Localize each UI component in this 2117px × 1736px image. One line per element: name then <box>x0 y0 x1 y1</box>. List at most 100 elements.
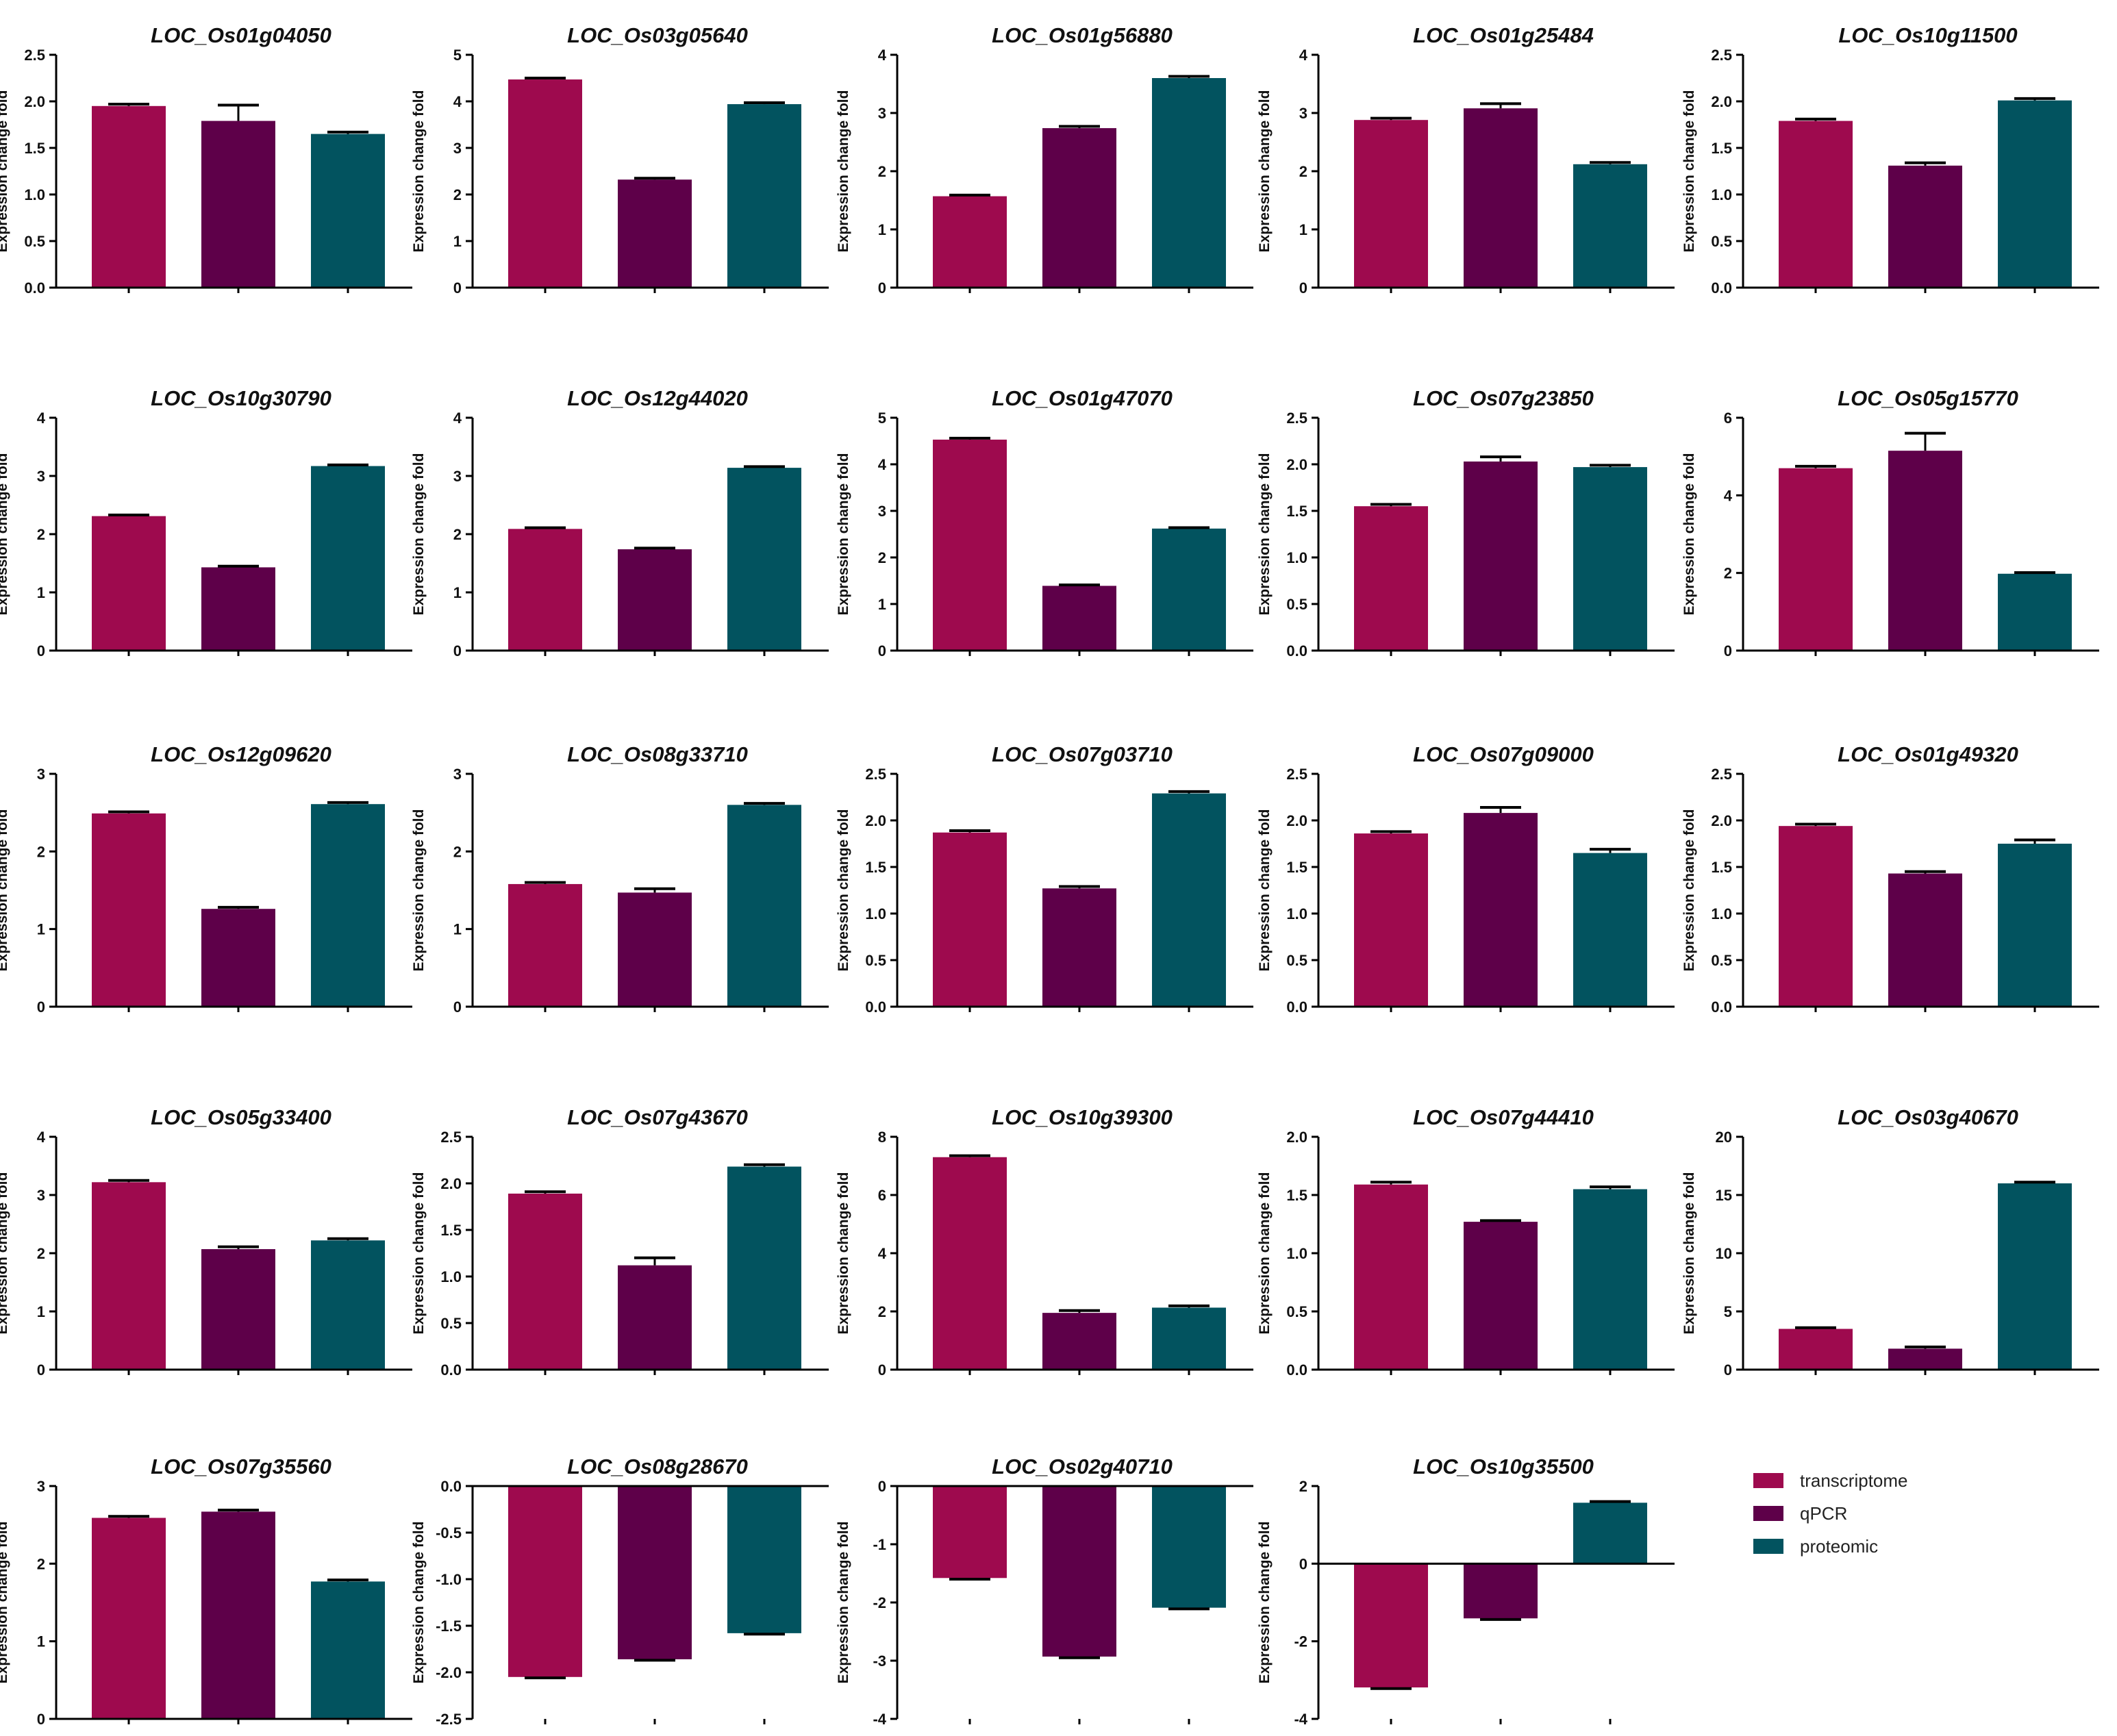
y-tick-label: 0 <box>1724 642 1732 659</box>
bar-proteomic <box>1152 1307 1226 1370</box>
y-axis-label: Expression change fold <box>1681 809 1697 972</box>
bar-qpcr <box>1888 873 1962 1007</box>
y-tick-label: 3 <box>453 468 462 485</box>
y-axis-label: Expression change fold <box>0 1522 10 1684</box>
y-axis-label: Expression change fold <box>1257 453 1273 616</box>
legend-label-transcriptome: transcriptome <box>1800 1470 1908 1491</box>
legend-label-proteomic: proteomic <box>1800 1535 1879 1557</box>
y-tick-label: 3 <box>453 140 462 157</box>
y-axis-label: Expression change fold <box>1257 90 1273 253</box>
chart-panel: LOC_Os01g47070 Expression change fold 0 1 2 3… <box>836 386 1253 659</box>
y-tick-label: 2 <box>453 526 462 543</box>
bar-transcriptome <box>1354 1184 1428 1370</box>
bar-transcriptome <box>508 883 582 1007</box>
y-axis-label: Expression change fold <box>411 809 427 972</box>
y-tick-label: 0.0 <box>24 279 45 297</box>
y-tick-label: 0.0 <box>440 1361 462 1379</box>
chart-title: LOC_Os08g28670 <box>567 1455 748 1479</box>
bar-proteomic <box>1152 1486 1226 1608</box>
chart-panel: LOC_Os03g05640 Expression change fold 0 1 2 3… <box>411 23 829 297</box>
chart-panel: LOC_Os07g35560 Expression change fold 0 1 2 3 <box>0 1455 412 1728</box>
chart-title: LOC_Os03g40670 <box>1838 1105 2018 1129</box>
y-tick-label: 1 <box>453 233 462 250</box>
y-tick-label: 2 <box>37 526 45 543</box>
y-axis-label: Expression change fold <box>1681 90 1697 253</box>
y-tick-label: 0 <box>37 642 45 659</box>
y-tick-label: 4 <box>878 1245 887 1262</box>
bar-proteomic <box>311 1240 385 1370</box>
y-tick-label: 5 <box>878 410 886 427</box>
y-tick-label: 2.5 <box>1286 410 1307 427</box>
y-axis-label: Expression change fold <box>0 1172 10 1335</box>
bar-proteomic <box>1573 1502 1647 1564</box>
chart-title: LOC_Os01g49320 <box>1838 742 2018 766</box>
legend-label-qpcr: qPCR <box>1800 1502 1848 1524</box>
chart-title: LOC_Os10g11500 <box>1838 23 2017 47</box>
bar-transcriptome <box>1779 1329 1853 1370</box>
y-tick-label: 1 <box>453 584 462 601</box>
chart-panel: LOC_Os01g56880 Expression change fold 0 1 2 3… <box>836 23 1253 297</box>
chart-panel: LOC_Os02g40710 Expression change fold -4 -3… <box>836 1455 1253 1728</box>
y-tick-label: 3 <box>878 105 886 122</box>
y-axis-label: Expression change fold <box>1257 1172 1273 1335</box>
chart-title: LOC_Os07g43670 <box>567 1105 748 1129</box>
y-axis-label: Expression change fold <box>836 809 851 972</box>
y-tick-label: 2.0 <box>1711 812 1732 829</box>
bar-qpcr <box>618 1265 692 1370</box>
y-axis-label: Expression change fold <box>0 90 10 253</box>
bar-transcriptome <box>508 1193 582 1370</box>
bar-transcriptome <box>1779 121 1853 288</box>
bar-qpcr <box>1042 888 1116 1007</box>
bar-transcriptome <box>1779 468 1853 651</box>
y-tick-label: 3 <box>37 766 45 783</box>
chart-panel: LOC_Os01g49320 Expression change fold 0.0 0… <box>1681 742 2099 1016</box>
y-axis-label: Expression change fold <box>0 453 10 616</box>
y-tick-label: 0.0 <box>1286 642 1307 659</box>
bar-transcriptome <box>1354 1563 1428 1688</box>
y-tick-label: -1.5 <box>436 1618 462 1635</box>
y-tick-label: 2 <box>1724 565 1732 582</box>
chart-panel: LOC_Os01g04050 Expression change fold 0.0 0… <box>0 23 412 297</box>
bar-proteomic <box>1998 844 2072 1007</box>
y-axis-label: Expression change fold <box>411 90 427 253</box>
y-tick-label: 1.5 <box>1286 1187 1307 1204</box>
chart-panel: LOC_Os10g11500 Expression change fold 0.0 0… <box>1681 23 2099 297</box>
y-tick-label: 0 <box>1299 1555 1307 1572</box>
chart-title: LOC_Os10g30790 <box>151 386 331 410</box>
y-axis-label: Expression change fold <box>0 809 10 972</box>
y-tick-label: 0.5 <box>1286 1303 1307 1320</box>
bar-transcriptome <box>933 832 1007 1007</box>
chart-title: LOC_Os07g09000 <box>1413 742 1594 766</box>
y-tick-label: 0.5 <box>1711 233 1732 250</box>
y-tick-label: 2 <box>878 163 886 180</box>
y-tick-label: 0.5 <box>1286 952 1307 969</box>
y-tick-label: 1.5 <box>1286 503 1307 520</box>
chart-title: LOC_Os07g23850 <box>1413 386 1594 410</box>
chart-title: LOC_Os08g33710 <box>567 742 748 766</box>
chart-title: LOC_Os01g47070 <box>992 386 1173 410</box>
bar-qpcr <box>1042 586 1116 651</box>
y-tick-label: 6 <box>878 1187 886 1204</box>
y-tick-label: 4 <box>878 456 887 473</box>
chart-title: LOC_Os10g35500 <box>1413 1455 1594 1479</box>
bar-transcriptome <box>933 439 1007 651</box>
bar-proteomic <box>727 468 801 651</box>
y-tick-label: 2.0 <box>1286 1129 1307 1146</box>
bar-transcriptome <box>508 1486 582 1677</box>
y-tick-label: 0 <box>878 1478 886 1495</box>
bar-qpcr <box>618 179 692 288</box>
y-tick-label: -1.0 <box>436 1571 462 1588</box>
y-tick-label: 1 <box>37 1303 45 1320</box>
y-tick-label: 3 <box>37 468 45 485</box>
bar-qpcr <box>1042 128 1116 288</box>
bar-transcriptome <box>933 196 1007 288</box>
chart-panel: LOC_Os07g09000 Expression change fold 0.0 0… <box>1257 742 1675 1016</box>
y-tick-label: 15 <box>1716 1187 1732 1204</box>
y-tick-label: 0 <box>37 1361 45 1379</box>
y-tick-label: -2 <box>873 1594 886 1611</box>
bar-qpcr <box>1464 461 1538 651</box>
bar-transcriptome <box>92 105 166 288</box>
bar-transcriptome <box>1354 120 1428 288</box>
chart-title: LOC_Os07g03710 <box>992 742 1173 766</box>
